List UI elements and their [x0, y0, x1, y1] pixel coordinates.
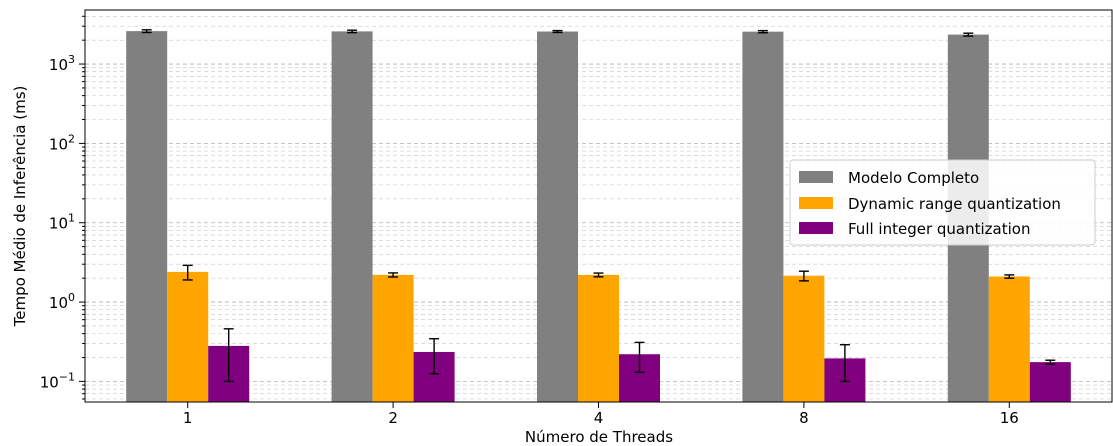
legend-label-full-integer: Full integer quantization — [848, 220, 1030, 238]
bar-modelo-completo-2 — [331, 31, 373, 402]
error-bar — [593, 272, 604, 278]
x-tick-label: 1 — [183, 409, 193, 427]
bar-modelo-completo-4 — [537, 31, 578, 402]
x-axis-title: Número de Threads — [525, 428, 673, 446]
error-bar — [388, 272, 399, 278]
error-bars — [141, 29, 1056, 383]
x-tick-label: 16 — [1000, 409, 1019, 427]
bar-dynamic-range-quantization-8 — [783, 275, 825, 402]
bar-dynamic-range-quantization-1 — [167, 271, 209, 402]
y-axis: 10−1 100 101 102 103 — [40, 15, 85, 400]
y-tick-label: 103 — [49, 53, 75, 74]
bar-modelo-completo-1 — [126, 31, 168, 403]
y-tick-label: 10−1 — [40, 370, 75, 391]
error-bar — [1045, 359, 1056, 365]
error-bar — [182, 264, 193, 281]
bar-full-integer-quantization-16 — [1029, 362, 1071, 402]
x-axis: 1 2 4 8 16 — [183, 402, 1019, 427]
y-tick-label: 102 — [49, 132, 75, 153]
error-bar — [798, 270, 809, 282]
error-bar — [429, 338, 440, 375]
y-axis-title: Tempo Médio de Inferência (ms) — [11, 86, 29, 328]
error-bar — [141, 29, 152, 34]
bar-dynamic-range-quantization-16 — [988, 276, 1030, 402]
legend-label-dynamic-range: Dynamic range quantization — [848, 195, 1061, 213]
legend-label-modelo-completo: Modelo Completo — [848, 169, 979, 187]
error-bar — [347, 29, 358, 34]
error-bar — [552, 29, 563, 34]
error-bar — [223, 328, 234, 383]
x-tick-label: 2 — [388, 409, 398, 427]
bar-dynamic-range-quantization-2 — [372, 274, 414, 402]
legend: Modelo Completo Dynamic range quantizati… — [789, 159, 1096, 246]
legend-box — [789, 159, 1096, 246]
error-bar — [963, 32, 974, 37]
y-tick-label: 100 — [49, 291, 75, 312]
x-tick-label: 4 — [594, 409, 604, 427]
y-tick-label: 101 — [49, 212, 75, 233]
error-bar — [1004, 274, 1015, 279]
bar-modelo-completo-8 — [742, 31, 784, 403]
legend-swatch-dynamic-range — [799, 197, 833, 209]
legend-swatch-full-integer — [799, 222, 833, 234]
bar-dynamic-range-quantization-4 — [578, 274, 619, 402]
legend-swatch-modelo-completo — [799, 171, 833, 183]
x-tick-label: 8 — [799, 409, 809, 427]
error-bar — [757, 29, 768, 34]
error-bar — [634, 341, 645, 374]
error-bar — [839, 344, 850, 383]
